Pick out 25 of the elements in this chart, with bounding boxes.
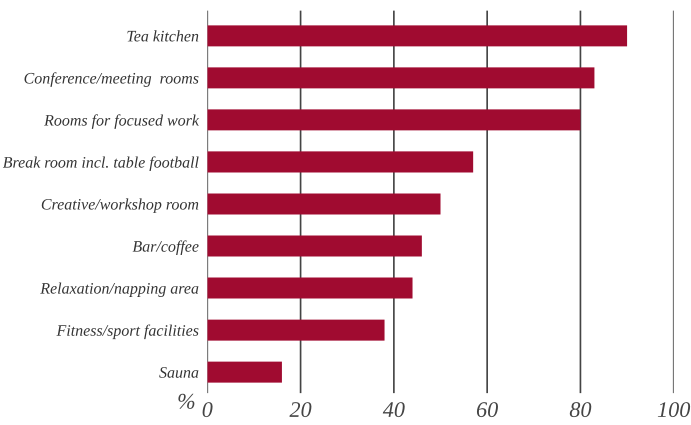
x-tick-label: 100 xyxy=(658,402,690,418)
x-axis-title: % xyxy=(178,394,194,409)
y-tick-label: Sauna xyxy=(159,367,198,378)
bar xyxy=(207,67,594,88)
y-tick-label: Conference/meeting rooms xyxy=(24,72,198,87)
bar xyxy=(207,236,422,257)
bar xyxy=(207,362,282,383)
x-tick-label: 20 xyxy=(289,402,312,418)
bar xyxy=(207,25,628,46)
y-tick-label: Creative/workshop room xyxy=(42,198,198,213)
bar xyxy=(207,278,413,299)
x-tick-label: 40 xyxy=(382,402,405,418)
y-tick-label: Relaxation/napping area xyxy=(40,282,198,297)
x-tick-label: 0 xyxy=(202,402,213,418)
y-tick-label: Bar/coffee xyxy=(132,240,199,256)
bar xyxy=(207,151,474,172)
y-tick-label: Rooms for focused work xyxy=(44,114,200,129)
y-tick-label: Break room incl. table football xyxy=(2,156,199,171)
bar xyxy=(207,193,441,214)
bar xyxy=(207,320,385,341)
x-tick-label: 60 xyxy=(476,402,498,418)
bar xyxy=(207,109,580,130)
y-tick-label: Tea kitchen xyxy=(127,30,198,42)
x-tick-label: 80 xyxy=(570,402,592,418)
y-tick-label: Fitness/sport facilities xyxy=(56,324,198,340)
